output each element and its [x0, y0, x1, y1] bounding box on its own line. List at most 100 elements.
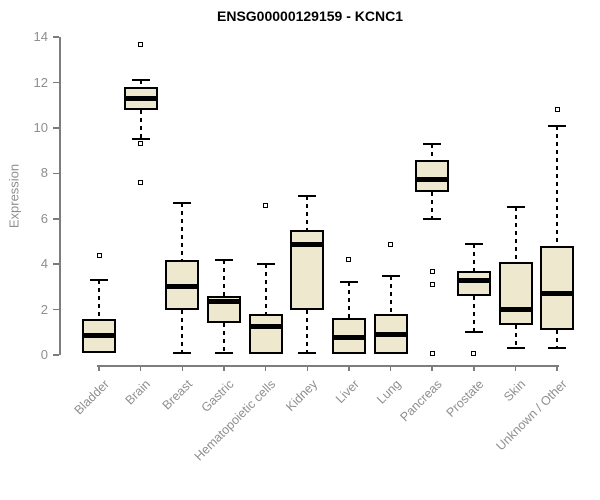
lower-whisker-cap: [548, 347, 567, 350]
x-axis-tick-label: Skin: [501, 377, 529, 405]
x-axis-tick-label: Brain: [123, 377, 154, 408]
x-axis-tick: [306, 365, 308, 371]
median-line: [456, 277, 491, 283]
box: [456, 271, 491, 296]
upper-whisker-cap: [214, 258, 233, 261]
lower-whisker-cap: [173, 351, 192, 354]
median-line: [290, 242, 325, 248]
y-axis-tick-label: 2: [40, 301, 48, 317]
x-axis-tick-label: Kidney: [283, 377, 321, 414]
outlier-point: [96, 252, 102, 258]
upper-whisker: [181, 202, 184, 260]
upper-whisker: [98, 280, 100, 319]
lower-whisker-cap: [464, 331, 483, 334]
y-axis-tick: [53, 127, 59, 129]
outlier-point: [388, 242, 394, 248]
y-axis-tick: [53, 172, 59, 175]
upper-whisker: [139, 80, 142, 88]
upper-whisker: [264, 264, 267, 315]
outlier-point: [554, 107, 560, 113]
x-axis-tick-label: Gastric: [198, 377, 237, 415]
upper-whisker: [222, 259, 225, 296]
median-line: [82, 333, 116, 339]
outlier-point: [138, 141, 144, 147]
lower-whisker: [514, 325, 517, 349]
x-axis-tick: [181, 365, 184, 371]
x-axis-tick-label: Breast: [159, 377, 196, 413]
y-axis-tick: [53, 263, 59, 265]
upper-whisker: [306, 196, 309, 231]
lower-whisker-cap: [214, 351, 233, 354]
x-axis-tick: [473, 365, 475, 371]
y-axis-line: [59, 37, 61, 355]
lower-whisker: [556, 330, 559, 349]
x-axis-line: [97, 365, 559, 367]
upper-whisker: [347, 282, 350, 318]
chart-title: ENSG00000129159 - KCNC1: [217, 8, 403, 24]
median-line: [540, 291, 575, 297]
median-line: [331, 335, 366, 341]
x-axis-tick: [556, 365, 558, 371]
upper-whisker-cap: [464, 242, 483, 245]
lower-whisker: [181, 309, 184, 353]
y-axis-tick-label: 0: [40, 347, 48, 362]
lower-whisker-cap: [506, 347, 525, 350]
x-axis-tick: [139, 365, 142, 371]
y-axis-tick-label: 10: [33, 120, 48, 135]
outlier-point: [138, 179, 144, 185]
upper-whisker: [556, 125, 559, 247]
upper-whisker: [431, 143, 434, 160]
y-axis-tick: [53, 36, 59, 38]
outlier-point: [138, 41, 144, 47]
upper-whisker-cap: [423, 142, 442, 145]
upper-whisker-cap: [131, 79, 150, 82]
lower-whisker: [472, 295, 475, 333]
box: [248, 314, 283, 354]
box: [415, 159, 450, 192]
upper-whisker: [472, 243, 475, 271]
upper-whisker-cap: [548, 124, 567, 127]
upper-whisker-cap: [506, 206, 525, 209]
x-axis-tick-label: Prostate: [443, 377, 487, 420]
outlier-point: [471, 351, 477, 357]
y-axis-tick-label: 14: [33, 29, 48, 45]
x-axis-tick: [389, 365, 392, 371]
median-line: [165, 284, 200, 290]
x-axis-tick-label: Lung: [373, 377, 404, 407]
y-axis-tick-label: 6: [40, 210, 48, 226]
x-axis-tick-label: Pancreas: [397, 377, 446, 425]
median-line: [206, 299, 241, 305]
y-axis-tick: [53, 81, 59, 84]
outlier-point: [429, 268, 435, 274]
lower-whisker: [222, 323, 225, 353]
upper-whisker-cap: [339, 281, 358, 284]
upper-whisker-cap: [173, 201, 192, 204]
lower-whisker: [431, 191, 434, 219]
x-axis-tick: [264, 365, 267, 371]
x-axis-tick: [223, 365, 225, 371]
x-axis-tick-label: Liver: [332, 377, 362, 407]
box: [498, 261, 533, 326]
x-axis-tick: [431, 365, 433, 371]
y-axis-tick: [53, 308, 59, 311]
x-axis-tick: [98, 365, 100, 371]
outlier-point: [429, 282, 435, 288]
upper-whisker-cap: [298, 195, 317, 198]
lower-whisker-cap: [423, 217, 442, 220]
upper-whisker: [514, 207, 517, 262]
median-line: [415, 176, 450, 182]
y-axis-tick: [53, 354, 59, 356]
outlier-point: [263, 202, 269, 208]
x-axis-tick: [514, 365, 517, 371]
lower-whisker: [139, 109, 142, 140]
outlier-point: [346, 257, 352, 263]
outlier-point: [429, 351, 435, 357]
box: [540, 246, 575, 331]
x-axis-tick-label: Hematopoietic cells: [191, 377, 279, 464]
y-axis-tick: [53, 218, 59, 220]
median-line: [248, 324, 283, 330]
median-line: [123, 95, 158, 101]
upper-whisker: [389, 275, 392, 315]
